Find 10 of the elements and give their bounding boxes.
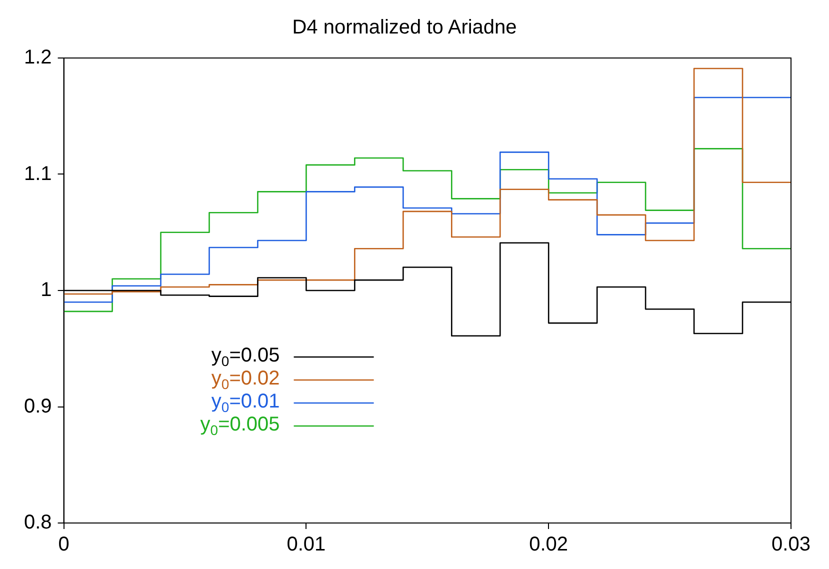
x-tick-label: 0.02 <box>529 534 568 556</box>
y-tick-label: 1.1 <box>24 162 52 185</box>
x-tick-label: 0 <box>58 534 70 556</box>
y-tick-label: 1 <box>40 279 52 302</box>
x-tick-label: 0.03 <box>772 534 810 556</box>
y-tick-label: 0.9 <box>24 395 52 418</box>
x-tick-label: 0.01 <box>286 534 326 556</box>
chart-title: D4 normalized to Ariadne <box>292 16 517 39</box>
y-tick-label: 0.8 <box>24 512 52 534</box>
y-tick-label: 1.2 <box>24 46 52 69</box>
